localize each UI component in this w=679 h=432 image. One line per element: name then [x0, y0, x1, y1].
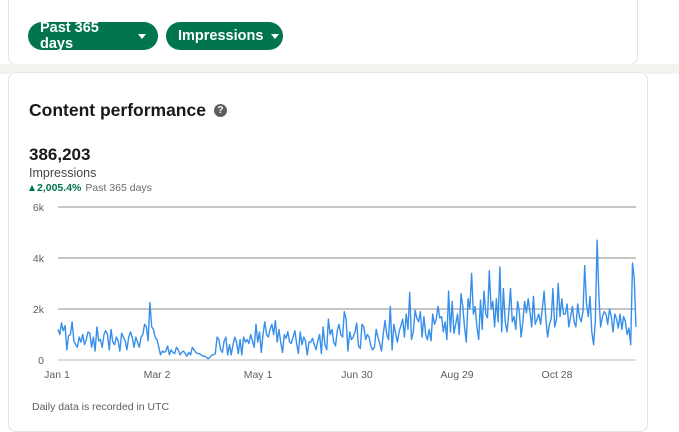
delta-value: 2,005.4% — [37, 182, 82, 194]
delta-row: 2,005.4% Past 365 days — [29, 182, 152, 194]
x-tick-label: May 1 — [244, 369, 273, 381]
x-tick-label: Jan 1 — [44, 369, 70, 381]
y-tick-label: 0 — [38, 355, 44, 367]
impressions-total: 386,203 — [29, 145, 91, 164]
x-tick-label: Oct 28 — [542, 369, 573, 381]
x-tick-label: Mar 2 — [144, 369, 171, 381]
delta-period: Past 365 days — [85, 182, 152, 194]
caret-down-icon — [271, 33, 280, 39]
help-icon[interactable]: ? — [213, 104, 227, 117]
chart-grid — [58, 206, 636, 361]
date-range-label: Past 365 days — [40, 20, 99, 52]
metric-label: Impressions — [178, 28, 264, 44]
y-axis-labels: 0 2k 4k 6k — [33, 202, 45, 367]
caret-down-icon — [138, 33, 146, 39]
x-axis-labels: Jan 1 Mar 2 May 1 Jun 30 Aug 29 Oct 28 — [44, 369, 572, 381]
x-tick-label: Jun 30 — [341, 369, 373, 381]
card-title-text: Content performance — [29, 100, 206, 120]
card-title: Content performance ? — [29, 100, 227, 121]
section-gap — [0, 64, 679, 74]
utc-footnote: Daily data is recorded in UTC — [32, 401, 170, 413]
y-tick-label: 6k — [33, 202, 45, 214]
impressions-label: Impressions — [29, 166, 97, 180]
up-arrow-icon — [29, 185, 35, 191]
impressions-series-line — [57, 239, 637, 360]
content-performance-card: Content performance ? 386,203 Impression… — [8, 72, 648, 432]
metric-dropdown[interactable]: Impressions — [166, 22, 283, 50]
y-tick-label: 4k — [33, 253, 45, 265]
x-tick-label: Aug 29 — [440, 369, 473, 381]
date-range-dropdown[interactable]: Past 365 days — [28, 20, 158, 52]
y-tick-label: 2k — [33, 304, 45, 316]
